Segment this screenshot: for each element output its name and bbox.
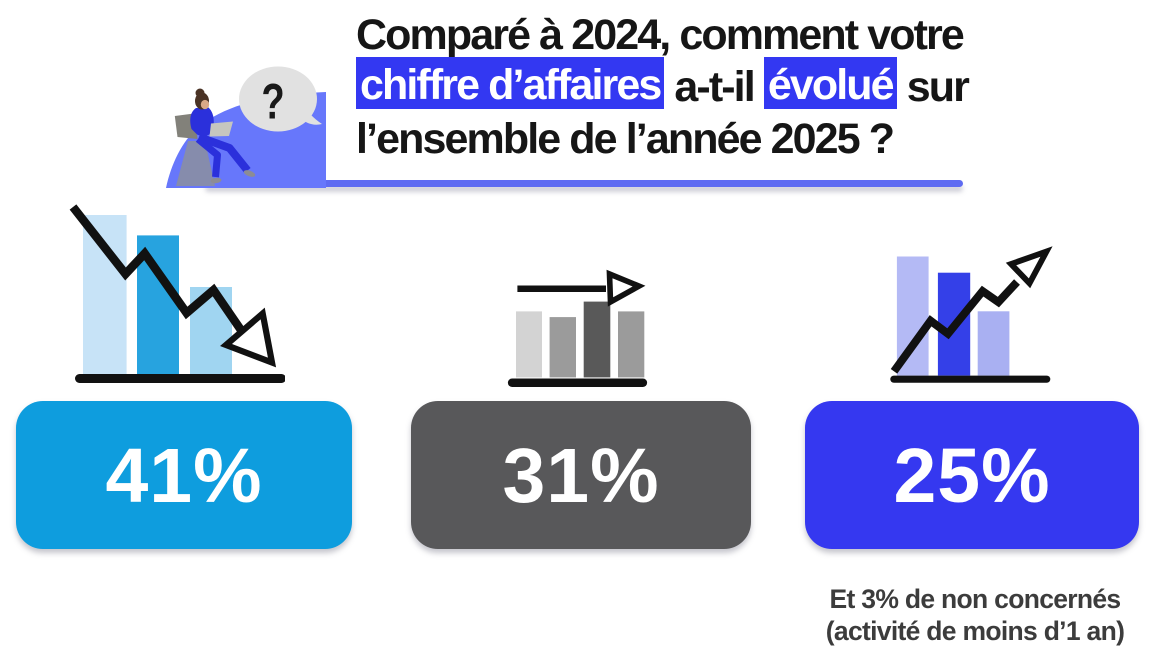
- svg-text:?: ?: [261, 74, 284, 129]
